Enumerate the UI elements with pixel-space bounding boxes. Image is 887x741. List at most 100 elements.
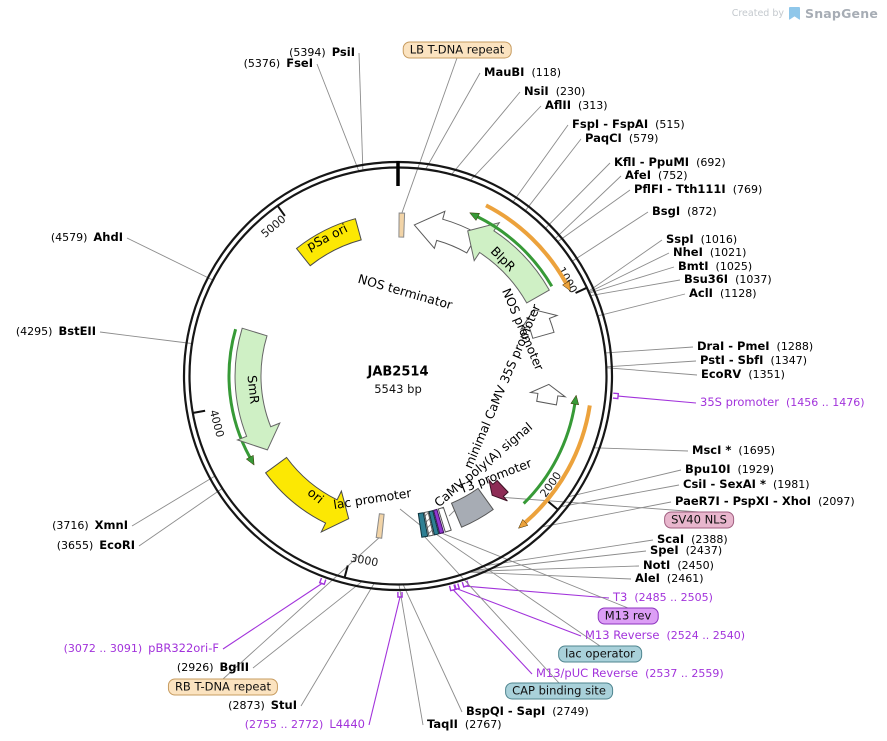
aux-callout-line <box>399 508 421 526</box>
feature-BlpR-cds-arrow <box>477 215 554 288</box>
boxed-label-rb-t-dna-repeat: RB T-DNA repeat <box>167 678 279 696</box>
feature-NOS-promoter <box>519 309 559 339</box>
scale-tick <box>193 409 206 414</box>
scale-tick <box>277 205 286 217</box>
site-label: (3655) EcoRI <box>57 538 135 552</box>
primer-label: (2755 .. 2772) L4440 <box>245 717 365 731</box>
site-label: Bpu10I (1929) <box>685 462 774 476</box>
site-label: NheI (1021) <box>673 245 746 259</box>
site-callout-line <box>545 162 611 229</box>
site-label: (4295) BstEII <box>16 324 96 338</box>
plasmid-size: 5543 bp <box>374 382 422 396</box>
site-label: PflFI - Tth111I (769) <box>634 182 762 196</box>
site-callout-line <box>316 63 360 171</box>
feature-ori <box>264 456 350 533</box>
site-callout-line <box>472 565 640 572</box>
site-callout-line <box>358 52 364 170</box>
feature-T3-promoter <box>437 506 452 533</box>
feature-LB-T-DNA-repeat <box>398 212 406 238</box>
site-callout-line <box>590 279 681 296</box>
site-callout-line <box>557 189 631 242</box>
site-callout-line <box>126 237 213 281</box>
site-label: NsiI (230) <box>524 84 585 98</box>
feature-lac-promoter <box>423 511 434 537</box>
site-callout-line <box>605 346 694 354</box>
scale-tick <box>575 287 587 294</box>
site-callout-line <box>425 72 481 170</box>
site-callout-line <box>594 447 689 452</box>
feature-orf-arrow-top <box>485 203 568 285</box>
site-callout-line <box>512 124 569 202</box>
primer-label: 35S promoter (1456 .. 1476) <box>700 395 865 409</box>
feature-label: lac promoter <box>332 486 413 512</box>
feature-cds-arrow-right-head <box>570 394 580 406</box>
credit-prefix: Created by <box>731 8 784 19</box>
site-callout-line <box>485 539 654 567</box>
site-label: (4579) AhdI <box>51 230 123 244</box>
feature-orf-arrow-right <box>523 405 592 524</box>
site-label: AflII (313) <box>545 98 608 112</box>
boxed-label-sv40-nls: SV40 NLS <box>664 511 734 529</box>
site-callout-line <box>606 360 697 368</box>
boxed-label-cap-binding-site: CAP binding site <box>505 682 613 700</box>
site-label: (3716) XmnI <box>52 518 128 532</box>
primer-callout-line <box>466 585 610 599</box>
primer-label: T3 (2485 .. 2505) <box>612 590 713 604</box>
feature-SmR-cds-arrow <box>227 328 252 458</box>
boxed-label-m13-rev: M13 rev <box>597 607 659 625</box>
site-callout-line <box>252 581 362 669</box>
site-label: PaeR7I - PspXI - XhoI (2097) <box>675 494 855 508</box>
site-callout-line <box>470 571 632 580</box>
primer-callout-line <box>618 395 697 404</box>
site-label: BsgI (872) <box>652 204 717 218</box>
site-label: AclI (1128) <box>689 286 757 300</box>
site-label: CsiI - SexAI * (1981) <box>683 477 810 491</box>
credit-brand: SnapGene <box>805 6 878 21</box>
site-label: DraI - PmeI (1288) <box>697 339 813 353</box>
box-callout-line <box>424 536 560 684</box>
site-label: Bsu36I (1037) <box>684 272 772 286</box>
scale-tick <box>547 500 559 511</box>
site-label: EcoRV (1351) <box>701 367 785 381</box>
primer-callout-line <box>368 596 401 726</box>
feature-orf-arrow-top-head <box>562 280 571 292</box>
feature-SmR-cds-arrow-head <box>245 454 255 466</box>
site-label: (2926) BglII <box>177 660 249 674</box>
feature-label: SmR <box>245 374 263 405</box>
box-callout-line <box>436 534 601 647</box>
site-callout-line <box>589 266 675 294</box>
site-callout-line <box>606 367 698 376</box>
site-label: (2873) StuI <box>228 698 297 712</box>
site-label: AfeI (752) <box>625 168 688 182</box>
primer-label: (3072 .. 3091) pBR322ori-F <box>64 641 219 655</box>
site-callout-line <box>470 105 542 181</box>
site-label: MauBI (118) <box>484 65 561 79</box>
site-callout-line <box>598 293 686 317</box>
site-label: BmtI (1025) <box>678 259 752 273</box>
box-callout-line <box>222 537 380 680</box>
feature-label: NOS terminator <box>356 271 455 313</box>
site-callout-line <box>572 211 649 262</box>
site-label: SpeI (2437) <box>650 543 722 557</box>
site-label: MscI * (1695) <box>692 443 775 457</box>
site-label: PaqCI (579) <box>585 131 658 145</box>
feature-CaMV-polyA-signal <box>450 487 494 528</box>
site-label: BspQI - SapI (2749) <box>466 704 589 718</box>
site-callout-line <box>402 584 463 713</box>
feature-SV40-NLS <box>488 478 509 502</box>
box-callout-line <box>401 57 458 214</box>
site-callout-line <box>475 550 647 571</box>
feature-SmR <box>234 327 281 451</box>
scale-tick-label: 4000 <box>207 408 227 438</box>
site-label: AleI (2461) <box>635 571 704 585</box>
feature-pSa-ori <box>295 218 362 267</box>
primer-callout-line <box>457 588 582 637</box>
site-label: ScaI (2388) <box>657 532 728 546</box>
box-callout-line <box>441 532 629 609</box>
feature-RB-T-DNA-repeat <box>375 513 385 539</box>
box-callout-line <box>502 496 700 513</box>
primer-bracket <box>612 392 620 400</box>
primer-label: M13/pUC Reverse (2537 .. 2559) <box>536 666 724 680</box>
